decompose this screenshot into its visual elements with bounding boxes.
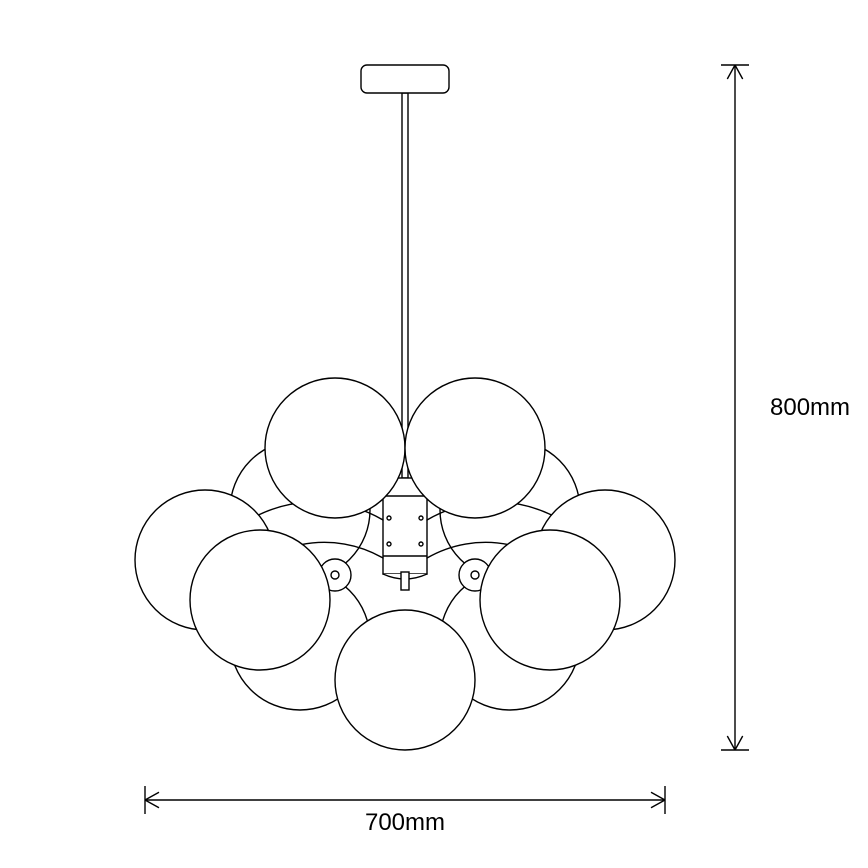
rod [402,93,408,478]
ceiling-canopy [361,65,449,93]
technical-drawing: 700mm 800mm [0,0,868,868]
height-dimension-label: 800mm [770,394,850,421]
globe-front-lower-right [480,530,620,670]
pendant-lamp [135,65,675,750]
globe-front-upper-left [265,378,405,518]
globe-front-lower-left [190,530,330,670]
width-dimension-label: 700mm [365,809,445,836]
globe-bottom-center [335,610,475,750]
globe-front-upper-right [405,378,545,518]
